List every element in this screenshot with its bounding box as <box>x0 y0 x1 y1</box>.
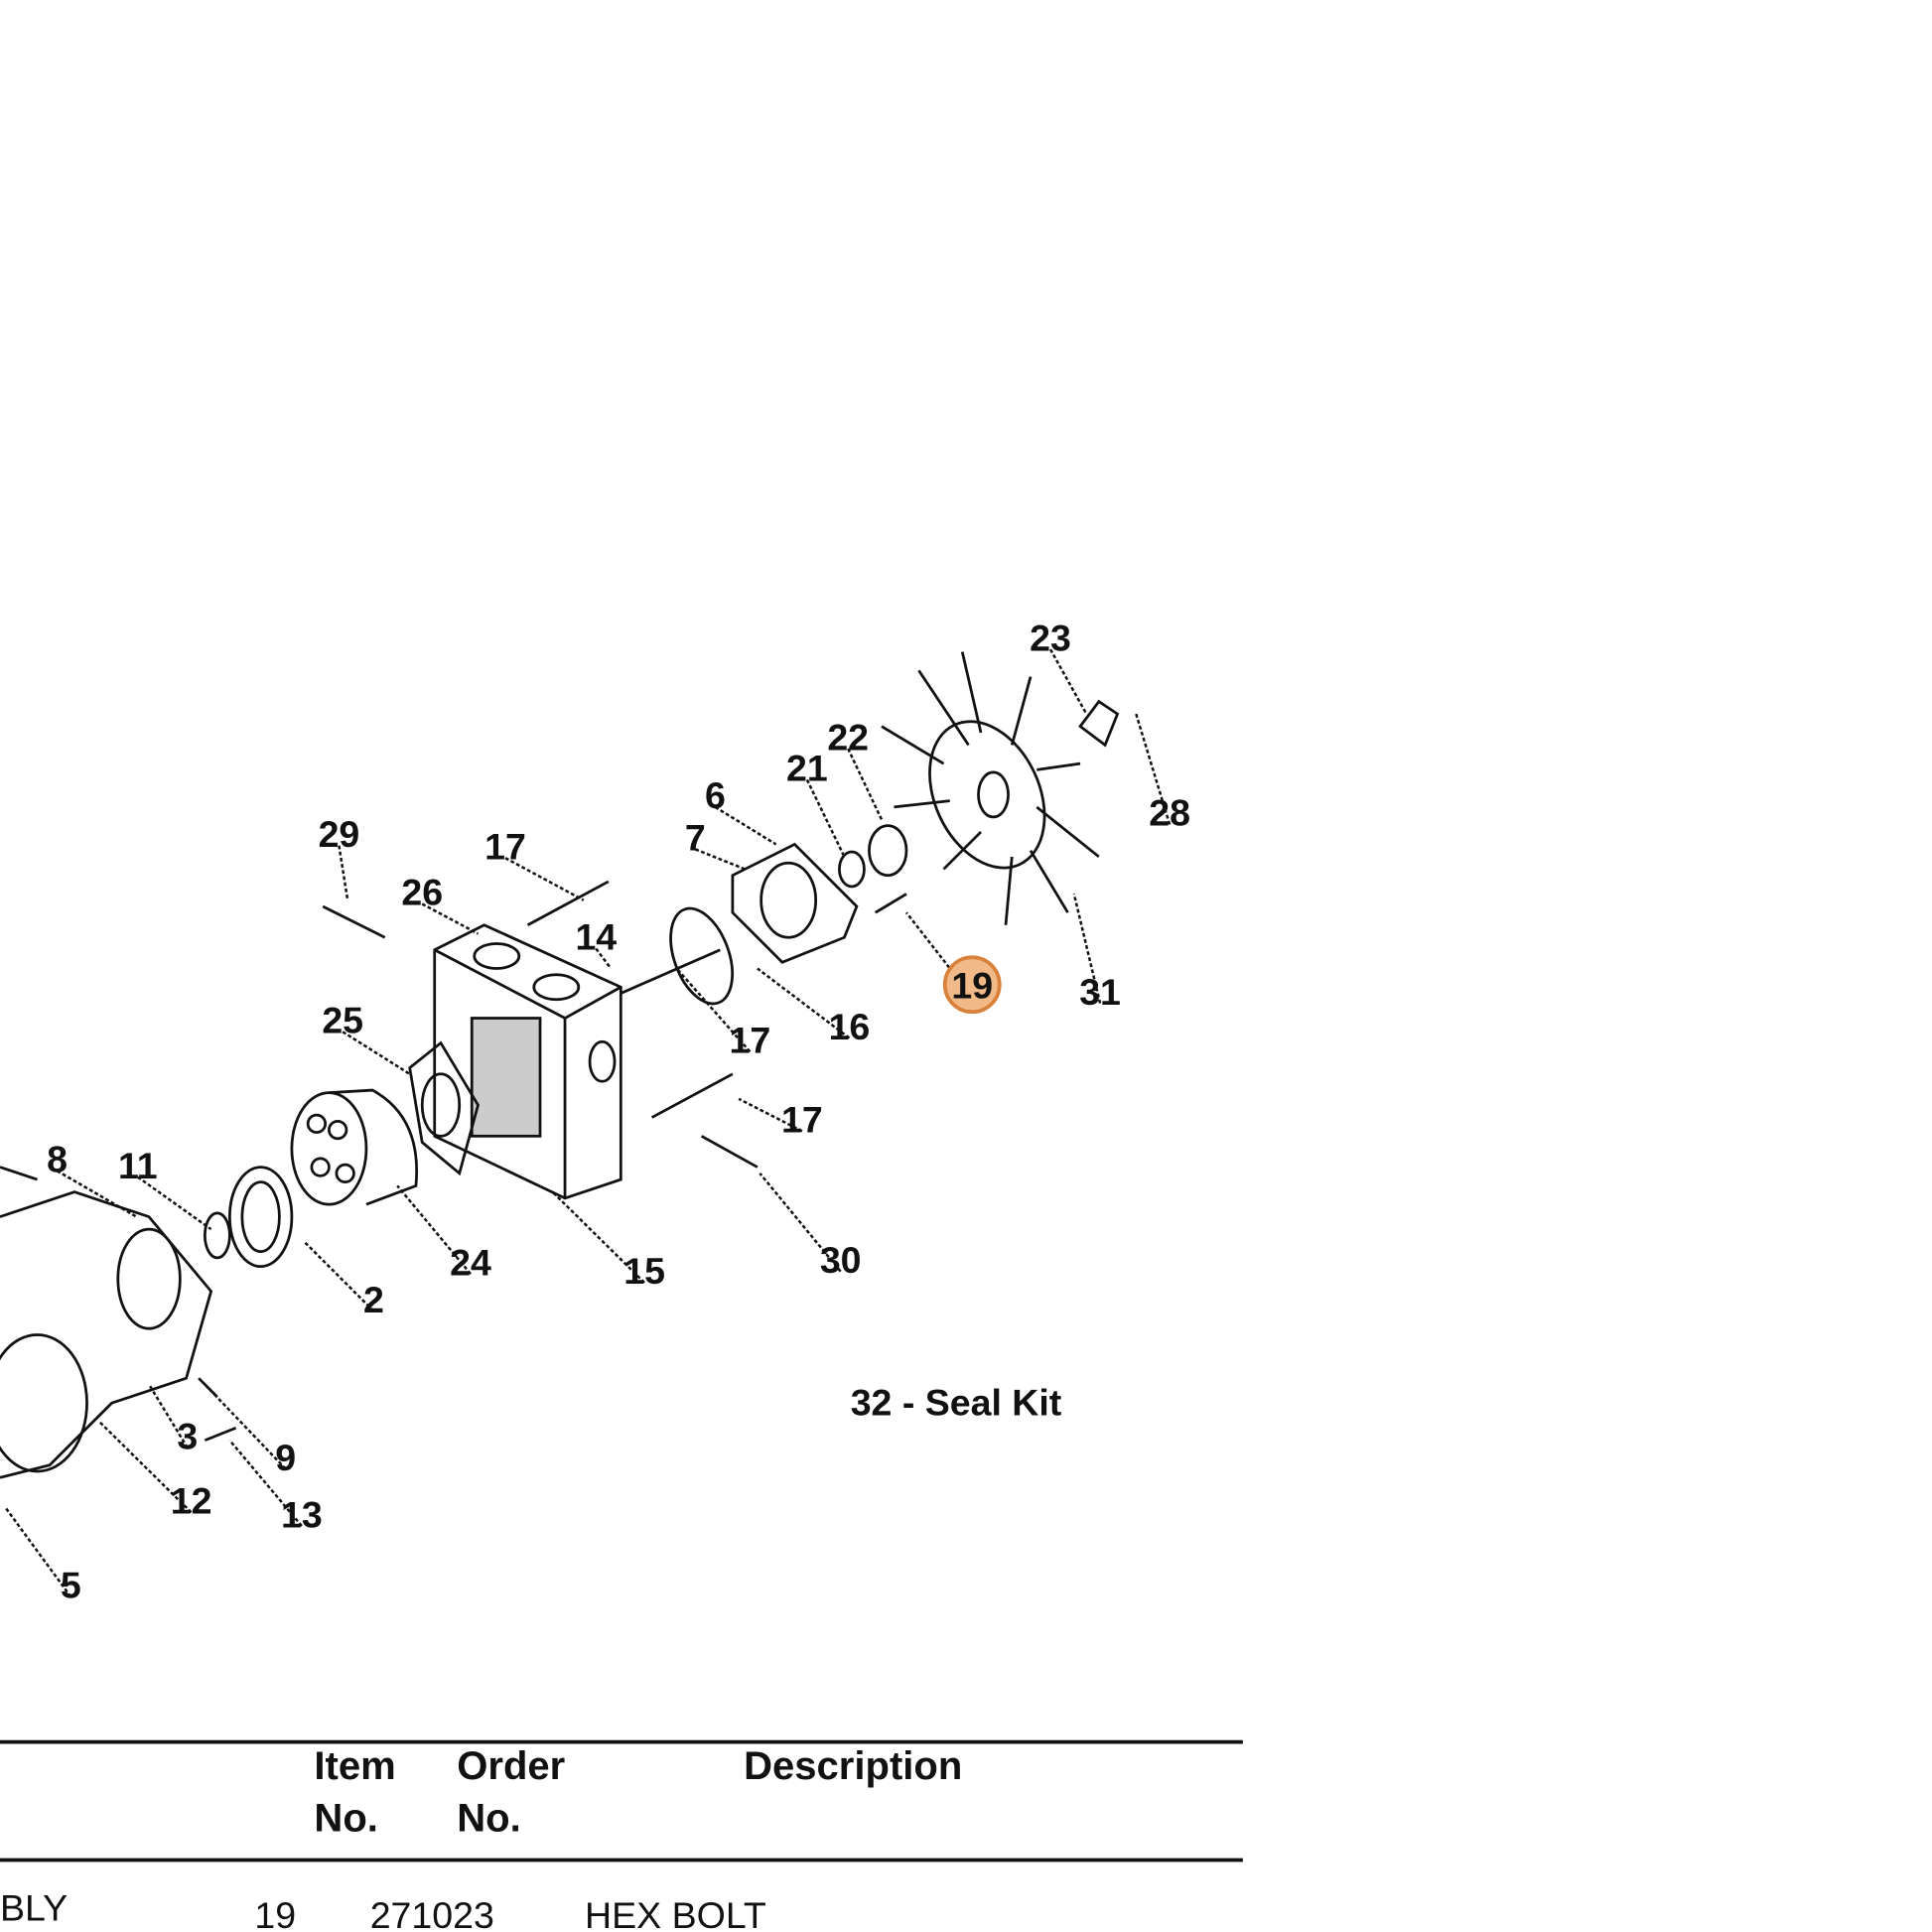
header-cell: Description <box>744 1742 963 1788</box>
leader-line <box>805 778 846 858</box>
callout-label: 7 <box>685 817 706 859</box>
leader-line <box>847 748 884 820</box>
callout-label: 12 <box>171 1480 212 1522</box>
callout-label: 5 <box>61 1565 81 1606</box>
bolts <box>322 880 907 1169</box>
callout-label: 17 <box>730 1020 771 1061</box>
leader-line <box>757 967 851 1039</box>
cell: BLY <box>0 1888 69 1930</box>
callout-label: 15 <box>623 1250 665 1292</box>
fan <box>881 651 1100 925</box>
leader-line <box>904 911 974 999</box>
leader-lines <box>5 648 1172 1598</box>
callout-label: 6 <box>705 774 726 816</box>
callout-label: 28 <box>1149 792 1190 834</box>
callout-label: 19 <box>951 965 993 1007</box>
nut <box>1078 699 1120 748</box>
leader-line <box>759 1173 842 1273</box>
callout-label: 22 <box>827 716 869 758</box>
leader-line <box>421 902 480 935</box>
washer <box>868 824 908 878</box>
callout-label: 23 <box>1030 617 1071 658</box>
part-drawings <box>0 651 1120 1479</box>
leader-line <box>137 1175 212 1231</box>
highlight <box>942 955 1002 1015</box>
gearbox <box>0 1166 237 1479</box>
leader-line <box>204 1383 287 1470</box>
callout-label: 26 <box>401 872 443 913</box>
callout-label: 29 <box>319 813 360 855</box>
leader-line <box>1135 713 1172 825</box>
header-cell: Item No. <box>314 1742 396 1840</box>
callout-label: 31 <box>1079 971 1121 1013</box>
leader-line <box>738 1097 803 1133</box>
leader-line <box>338 845 349 900</box>
cover <box>669 842 859 1006</box>
plate-hole <box>420 1072 462 1138</box>
cell: 271023 <box>369 1895 494 1932</box>
bearing <box>838 850 866 889</box>
header-cell: Order No. <box>457 1742 566 1840</box>
callout-label: 16 <box>829 1006 871 1047</box>
callout-label: 11 <box>118 1145 158 1186</box>
callout-label: 2 <box>363 1279 384 1320</box>
leader-line <box>1072 894 1102 1004</box>
leader-line <box>1048 648 1088 715</box>
callout-label: 13 <box>281 1493 323 1535</box>
ring <box>240 1180 281 1254</box>
callout-label: 21 <box>786 748 828 789</box>
plate <box>408 1040 480 1176</box>
callout-label: 17 <box>484 825 526 867</box>
ring <box>227 1166 294 1269</box>
seal-kit-note: 32 - Seal Kit <box>851 1382 1062 1424</box>
table: Item No. Order No. Description BLY 19 27… <box>0 1738 1254 1932</box>
leader-line <box>396 1184 472 1275</box>
leader-line <box>342 1031 411 1075</box>
callout-label: 8 <box>47 1139 68 1180</box>
leader-line <box>714 805 777 846</box>
callout-label: 17 <box>781 1099 823 1141</box>
ring <box>203 1211 231 1260</box>
cell: 19 <box>254 1895 297 1932</box>
leader-line <box>56 1170 138 1218</box>
leader-line <box>504 857 585 901</box>
leader-line <box>694 848 746 871</box>
callout-label: 3 <box>177 1416 198 1457</box>
callout-label: 30 <box>820 1239 862 1281</box>
callout-label: 25 <box>322 1000 363 1041</box>
leader-line <box>551 1190 645 1284</box>
callout-label: 14 <box>575 916 617 958</box>
leader-line <box>303 1240 375 1312</box>
callout-label: 24 <box>450 1241 491 1283</box>
cylinder <box>290 1088 419 1206</box>
shaft <box>620 948 721 995</box>
leader-line <box>228 1439 303 1527</box>
housing <box>433 923 622 1200</box>
callout-label: 9 <box>275 1437 296 1478</box>
cell: HEX BOLT <box>585 1895 766 1932</box>
leader-line <box>98 1421 193 1514</box>
table-body: Item No. Order No. Description BLY 19 27… <box>0 1738 1254 1932</box>
